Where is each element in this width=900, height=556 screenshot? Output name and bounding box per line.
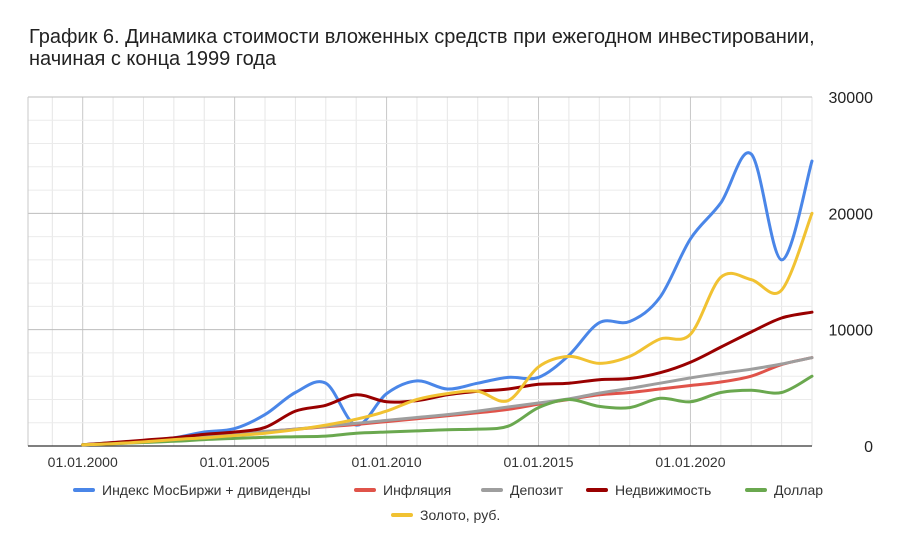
legend-item: Инфляция [354, 482, 451, 498]
x-tick-label: 01.01.2010 [352, 454, 422, 470]
y-tick-label: 30000 [829, 90, 874, 107]
series-line-1 [81, 151, 814, 447]
chart-title: График 6. Динамика стоимости вложенных с… [29, 26, 815, 70]
legend-label: Инфляция [383, 482, 451, 498]
series-line-6 [81, 211, 814, 447]
x-tick-label: 01.01.2005 [200, 454, 270, 470]
x-tick-label: 01.01.2020 [655, 454, 725, 470]
legend-item: Индекс МосБиржи + дивиденды [73, 482, 311, 498]
x-tick-label: 01.01.2015 [503, 454, 573, 470]
legend-label: Золото, руб. [420, 507, 500, 523]
series-line-3 [81, 356, 814, 447]
legend-item: Недвижимость [586, 482, 711, 498]
series-line-5 [81, 374, 814, 447]
legend-label: Доллар [774, 482, 823, 498]
legend-label: Депозит [510, 482, 564, 498]
legend-item: Доллар [745, 482, 823, 498]
x-tick-label: 01.01.2000 [48, 454, 118, 470]
y-tick-label: 10000 [829, 323, 874, 340]
chart-title-line-1: График 6. Динамика стоимости вложенных с… [29, 26, 815, 48]
y-tick-label: 20000 [829, 206, 874, 223]
y-tick-label: 0 [864, 439, 873, 456]
legend-item: Депозит [481, 482, 564, 498]
grid [27, 96, 813, 447]
legend-item: Золото, руб. [391, 507, 500, 523]
chart-title-line-2: начиная с конца 1999 года [29, 48, 277, 70]
legend-label: Индекс МосБиржи + дивиденды [102, 482, 311, 498]
legend-label: Недвижимость [615, 482, 711, 498]
